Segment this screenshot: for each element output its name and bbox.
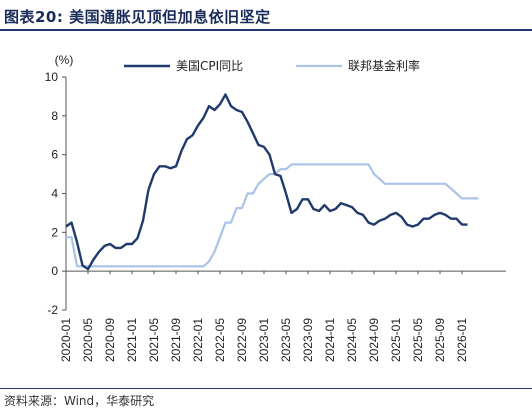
y-tick-label: 10 xyxy=(45,70,59,84)
chart-axes: -2 0 2 4 6 8 10 (%) 2020-01 2020-05 2020-09 2021-01… xyxy=(45,53,506,362)
y-tick-label: -2 xyxy=(47,303,58,317)
x-tick-label: 2024-05 xyxy=(345,318,359,362)
series-line-2 xyxy=(66,163,479,268)
x-tick-label: 2023-09 xyxy=(301,318,315,362)
title-rule xyxy=(0,29,532,31)
x-tick-label: 2023-05 xyxy=(279,318,293,362)
x-tick-label: 2024-01 xyxy=(323,318,337,362)
series-line-1 xyxy=(65,93,468,271)
x-tick-label: 2020-09 xyxy=(103,318,117,362)
x-tick-label: 2022-01 xyxy=(191,318,205,362)
chart-series xyxy=(65,93,479,271)
source-note: 资料来源：Wind，华泰研究 xyxy=(4,394,155,408)
y-tick-label: 2 xyxy=(51,225,58,239)
x-tick-label: 2022-05 xyxy=(213,318,227,362)
figure-title: 图表20: 美国通胀见顶但加息依旧坚定 xyxy=(4,8,271,26)
x-tick-label: 2021-09 xyxy=(169,318,183,362)
y-tick-label: 0 xyxy=(51,264,58,278)
x-tick-label: 2020-05 xyxy=(81,318,95,362)
chart-legend: 美国CPI同比 联邦基金利率 xyxy=(124,58,420,73)
x-tick-label: 2025-05 xyxy=(411,318,425,362)
y-axis-unit: (%) xyxy=(55,53,74,67)
x-tick-label: 2021-05 xyxy=(147,318,161,362)
x-tick-label: 2024-09 xyxy=(367,318,381,362)
x-tick-label: 2021-01 xyxy=(125,318,139,362)
line-chart: -2 0 2 4 6 8 10 (%) 2020-01 2020-05 2020-09 2021-01… xyxy=(45,53,506,362)
x-tick-label: 2025-09 xyxy=(433,318,447,362)
x-tick-label: 2022-09 xyxy=(235,318,249,362)
legend-label-2: 联邦基金利率 xyxy=(348,58,420,73)
x-tick-label: 2020-01 xyxy=(59,318,73,362)
bottom-rule xyxy=(0,388,532,389)
y-tick-label: 8 xyxy=(51,109,58,123)
x-tick-label: 2026-01 xyxy=(455,318,469,362)
x-tick-label: 2023-01 xyxy=(257,318,271,362)
y-tick-label: 6 xyxy=(51,148,58,162)
y-tick-label: 4 xyxy=(51,187,58,201)
legend-label-1: 美国CPI同比 xyxy=(176,59,243,73)
x-tick-label: 2025-01 xyxy=(389,318,403,362)
